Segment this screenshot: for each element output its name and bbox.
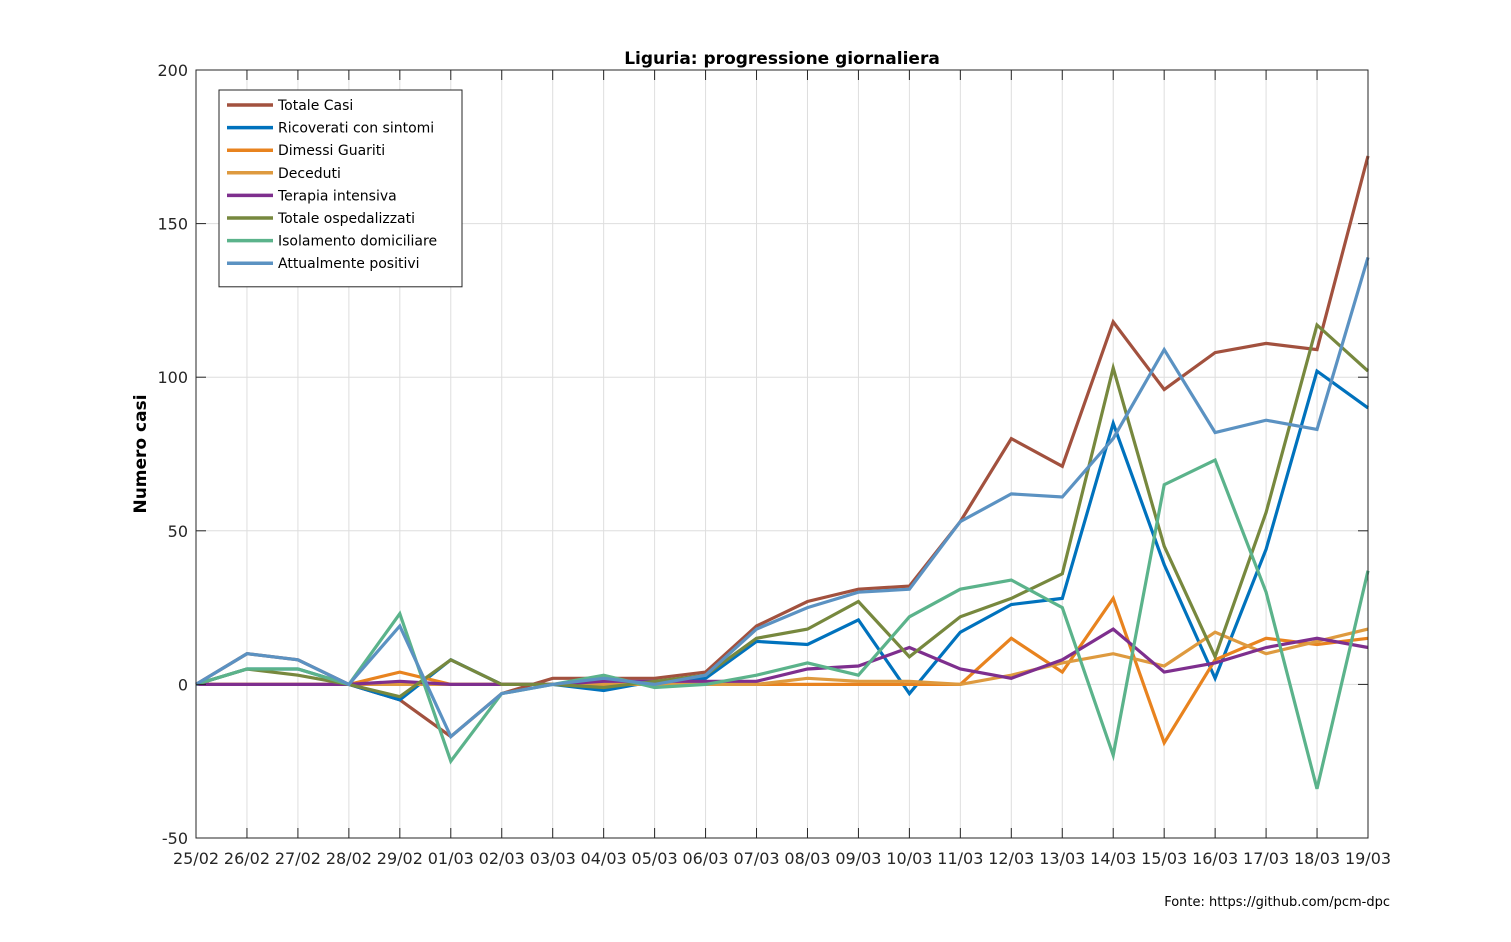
x-tick-label: 17/03 <box>1243 849 1289 868</box>
x-tick-label: 06/03 <box>683 849 729 868</box>
tick-labels: 25/02 26/02 27/02 28/02 29/02 01/03 02/03 03/03… <box>157 61 1391 868</box>
x-tick-label: 12/03 <box>988 849 1034 868</box>
x-tick-label: 07/03 <box>733 849 779 868</box>
x-tick-label: 26/02 <box>224 849 270 868</box>
legend-label-terapia-intensiva: Terapia intensiva <box>277 188 397 204</box>
y-tick-label: 150 <box>157 215 188 234</box>
x-tick-label: 05/03 <box>632 849 678 868</box>
series-line-ricoverati-con-sintomi <box>195 368 1369 702</box>
y-tick-label: 100 <box>157 368 188 387</box>
chart-title: Liguria: progressione giornaliera <box>624 49 940 69</box>
x-tick-label: 08/03 <box>784 849 830 868</box>
series-line-terapia-intensiva <box>196 627 1369 687</box>
legend-label-dimessi-guariti: Dimessi Guariti <box>278 143 385 159</box>
series-line-attualmente-positivi <box>195 256 1370 740</box>
legend: Totale Casi Ricoverati con sintomi Dimessi… <box>218 89 463 288</box>
legend-label-totale-casi: Totale Casi <box>277 98 353 114</box>
x-tick-label: 10/03 <box>886 849 932 868</box>
x-tick-label: 19/03 <box>1345 849 1391 868</box>
x-tick-label: 15/03 <box>1141 849 1187 868</box>
x-tick-label: 11/03 <box>937 849 983 868</box>
x-tick-label: 04/03 <box>581 849 627 868</box>
series-line-totale-ospedalizzati <box>195 322 1370 699</box>
x-tick-label: 02/03 <box>479 849 525 868</box>
series-line-deceduti <box>196 627 1369 687</box>
x-tick-label: 03/03 <box>530 849 576 868</box>
legend-label-attualmente-positivi: Attualmente positivi <box>278 256 420 272</box>
y-tick-label: -50 <box>162 829 188 848</box>
x-tick-label: 14/03 <box>1090 849 1136 868</box>
series-line-isolamento-domiciliare <box>195 457 1370 790</box>
x-tick-label: 25/02 <box>173 849 219 868</box>
legend-box <box>218 89 463 288</box>
x-tick-label: 13/03 <box>1039 849 1085 868</box>
x-tick-label: 28/02 <box>326 849 372 868</box>
series-line-dimessi-guariti <box>196 594 1369 747</box>
y-axis-label: Numero casi <box>131 394 151 513</box>
legend-label-totale-ospedalizzati: Totale ospedalizzati <box>277 211 415 227</box>
x-tick-label: 09/03 <box>835 849 881 868</box>
x-tick-label: 29/02 <box>377 849 423 868</box>
ticks <box>195 69 1369 839</box>
y-tick-label: 50 <box>168 522 188 541</box>
y-tick-label: 200 <box>157 61 188 80</box>
x-tick-label: 01/03 <box>428 849 474 868</box>
legend-label-deceduti: Deceduti <box>278 166 341 182</box>
legend-label-isolamento-domiciliare: Isolamento domiciliare <box>278 234 437 250</box>
legend-label-ricoverati-con-sintomi: Ricoverati con sintomi <box>278 121 434 137</box>
x-tick-label: 16/03 <box>1192 849 1238 868</box>
x-tick-label: 18/03 <box>1294 849 1340 868</box>
axes-box <box>195 69 1369 839</box>
x-tick-label: 27/02 <box>275 849 321 868</box>
source-note: Fonte: https://github.com/pcm-dpc <box>1164 895 1390 910</box>
y-tick-label: 0 <box>178 675 188 694</box>
series-lines <box>195 155 1370 790</box>
